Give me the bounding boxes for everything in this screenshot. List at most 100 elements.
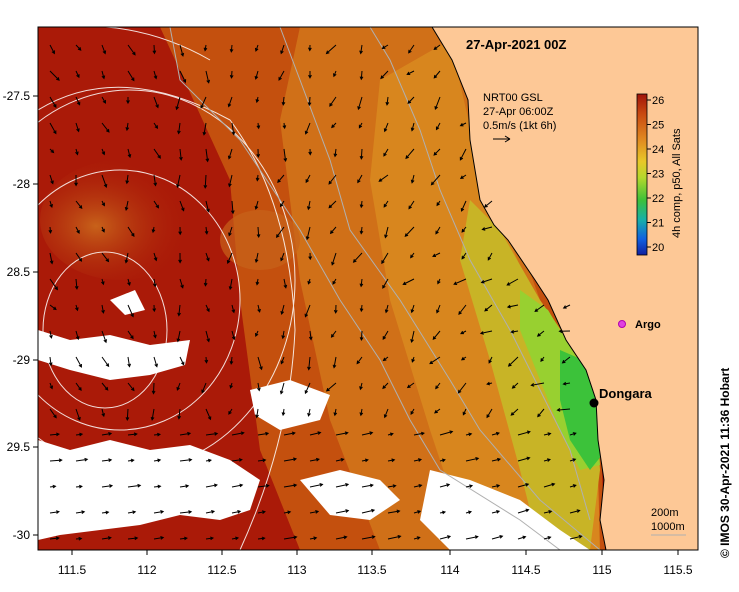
- current-vector: [179, 510, 193, 514]
- current-vector: [74, 174, 78, 187]
- current-vector: [459, 122, 467, 127]
- current-vector: [383, 122, 389, 133]
- current-vector: [101, 382, 109, 391]
- current-vector: [256, 226, 261, 239]
- current-vector: [283, 535, 298, 540]
- current-vector: [203, 44, 208, 52]
- current-vector: [179, 278, 184, 289]
- current-vector: [569, 509, 581, 514]
- current-vector: [205, 408, 212, 421]
- current-vector: [543, 510, 553, 514]
- current-vector: [357, 96, 363, 111]
- x-tick-label: 112: [137, 563, 156, 577]
- current-vector: [439, 510, 447, 515]
- current-vector: [307, 408, 311, 417]
- current-vector: [75, 70, 80, 79]
- colorbar-tick-label: 24: [652, 144, 664, 156]
- coastal-green-band: [560, 350, 602, 470]
- argo-marker: [618, 320, 626, 328]
- current-vector: [257, 536, 266, 541]
- current-vector: [507, 356, 519, 367]
- current-vector: [150, 408, 155, 421]
- current-vector: [325, 382, 337, 392]
- current-vector: [126, 96, 130, 105]
- current-vector: [229, 70, 234, 79]
- current-vector: [457, 382, 467, 394]
- current-vector: [410, 330, 415, 344]
- current-vector: [384, 226, 389, 239]
- current-vector: [407, 96, 415, 104]
- current-vector: [205, 200, 210, 213]
- current-vector: [569, 432, 577, 436]
- place-dongara: Dongara: [589, 386, 653, 408]
- x-tick-label: 112.5: [207, 563, 236, 577]
- current-vector: [309, 483, 324, 488]
- current-vector: [226, 252, 233, 265]
- current-vector: [434, 96, 441, 111]
- current-vector: [101, 252, 110, 263]
- dongara-label: Dongara: [599, 386, 653, 401]
- current-vector: [283, 457, 298, 462]
- x-tick-label: 113: [287, 563, 306, 577]
- current-vector: [49, 174, 54, 185]
- current-vector: [125, 408, 130, 422]
- current-vector: [255, 96, 260, 104]
- current-vector: [255, 408, 259, 419]
- current-vector: [406, 70, 415, 76]
- current-vector: [356, 356, 363, 365]
- current-vector: [556, 408, 571, 412]
- current-vector: [333, 408, 338, 417]
- current-vector: [153, 96, 159, 109]
- current-vector: [257, 458, 267, 463]
- current-vector: [282, 122, 287, 130]
- current-vector: [381, 252, 389, 265]
- current-vector: [179, 431, 192, 436]
- current-vector: [205, 510, 216, 514]
- credit-text: © IMOS 30-Apr-2021 11:36 Hobart: [718, 368, 732, 558]
- current-vector: [384, 304, 389, 314]
- current-vector: [380, 70, 389, 80]
- current-vector: [178, 226, 183, 236]
- current-vector: [491, 431, 500, 436]
- current-vector: [127, 536, 139, 541]
- current-vector: [49, 484, 57, 489]
- current-vector: [517, 508, 530, 514]
- current-vector: [151, 226, 156, 234]
- current-vector: [179, 484, 190, 488]
- current-vector: [153, 458, 162, 463]
- current-vector: [231, 483, 244, 488]
- colorbar-label: 4h comp, p50, All Sats: [671, 128, 683, 238]
- current-vector: [461, 252, 467, 260]
- current-vector: [439, 535, 452, 540]
- current-time: 27-Apr 06:00Z: [483, 106, 554, 118]
- current-vector: [177, 122, 181, 135]
- current-vector: [308, 330, 313, 341]
- current-vector: [179, 148, 183, 161]
- current-vector: [179, 458, 193, 462]
- current-vector: [281, 408, 286, 417]
- current-vector: [510, 408, 519, 416]
- current-vector: [49, 536, 60, 541]
- current-vector: [49, 148, 55, 154]
- current-vector: [283, 148, 288, 162]
- current-vector: [49, 458, 63, 463]
- current-vector: [439, 458, 446, 463]
- y-tick-label: 29.5: [7, 440, 31, 454]
- current-vector: [410, 304, 415, 314]
- current-vector: [275, 226, 285, 239]
- current-vector: [203, 278, 208, 287]
- current-vector: [458, 304, 467, 315]
- current-vector: [255, 174, 260, 182]
- current-vector: [229, 44, 234, 53]
- current-vector: [486, 381, 493, 386]
- current-vector: [357, 174, 363, 184]
- current-vector: [325, 44, 337, 55]
- current-vector: [75, 96, 81, 106]
- current-vector: [335, 509, 350, 514]
- current-vector: [101, 330, 107, 344]
- current-vector: [309, 510, 320, 514]
- current-vector: [101, 356, 110, 368]
- current-vector: [101, 432, 113, 436]
- current-vector: [256, 148, 261, 158]
- current-vector: [517, 430, 531, 436]
